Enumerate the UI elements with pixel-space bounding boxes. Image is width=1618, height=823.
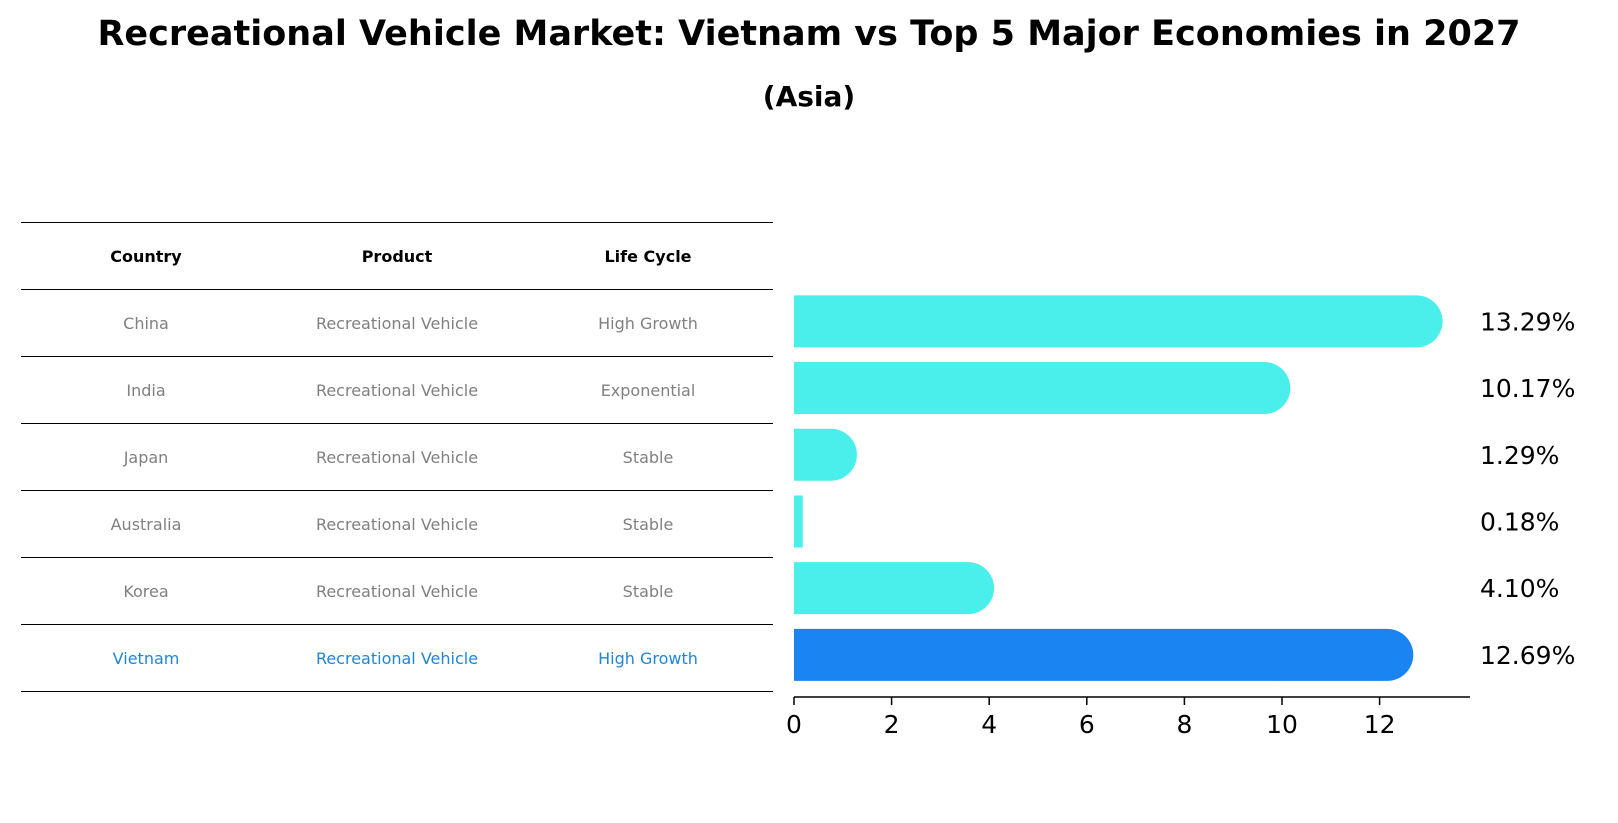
x-tick-label: 12 [1364,710,1396,739]
country-cell: India [126,380,166,400]
product-cell: Recreational Vehicle [315,380,479,400]
table-row: Japan Recreational Vehicle Stable [21,423,773,490]
product-cell: Recreational Vehicle [315,648,479,668]
value-label: 10.17% [1480,374,1575,403]
table-row: Korea Recreational Vehicle Stable [21,557,773,624]
life-cycle-cell: Stable [622,447,674,467]
product-cell: Recreational Vehicle [315,447,479,467]
table-row: India Recreational Vehicle Exponential [21,356,773,423]
x-tick-label: 0 [786,710,802,739]
bar-china [794,295,1443,348]
life-cycle-cell: High Growth [598,313,698,333]
life-cycle-cell: High Growth [598,648,698,668]
header-product: Product [361,246,433,266]
bar-australia [794,495,803,548]
x-tick-label: 2 [884,710,900,739]
product-cell: Recreational Vehicle [315,313,479,333]
table-header-row: Country Product Life Cycle [21,222,773,289]
header-life-cycle: Life Cycle [604,246,692,266]
life-cycle-cell: Exponential [600,380,696,400]
country-cell: China [123,313,169,333]
x-tick-label: 8 [1176,710,1192,739]
table-row-highlight: Vietnam Recreational Vehicle High Growth [21,624,773,692]
x-tick-label: 6 [1079,710,1095,739]
product-cell: Recreational Vehicle [315,514,479,534]
chart-subtitle: (Asia) [762,80,856,113]
life-cycle-cell: Stable [622,581,674,601]
bar-vietnam [794,628,1414,681]
x-tick-label: 10 [1266,710,1298,739]
value-label: 0.18% [1480,507,1559,536]
chart-title: Recreational Vehicle Market: Vietnam vs … [97,14,1521,54]
market-table: Country Product Life Cycle China Recreat… [21,222,773,692]
table-row: China Recreational Vehicle High Growth [21,289,773,356]
country-cell: Vietnam [112,648,180,668]
country-cell: Australia [110,514,182,534]
bar-india [794,362,1291,415]
value-label: 12.69% [1480,641,1575,670]
value-label: 4.10% [1480,574,1559,603]
product-cell: Recreational Vehicle [315,581,479,601]
life-cycle-cell: Stable [622,514,674,534]
table-row: Australia Recreational Vehicle Stable [21,490,773,557]
bar-korea [794,562,995,615]
x-tick-label: 4 [981,710,997,739]
header-country: Country [110,246,182,266]
value-label: 1.29% [1480,441,1559,470]
bar-japan [794,428,857,481]
country-cell: Korea [123,581,169,601]
value-label: 13.29% [1480,307,1575,336]
country-cell: Japan [123,447,169,467]
